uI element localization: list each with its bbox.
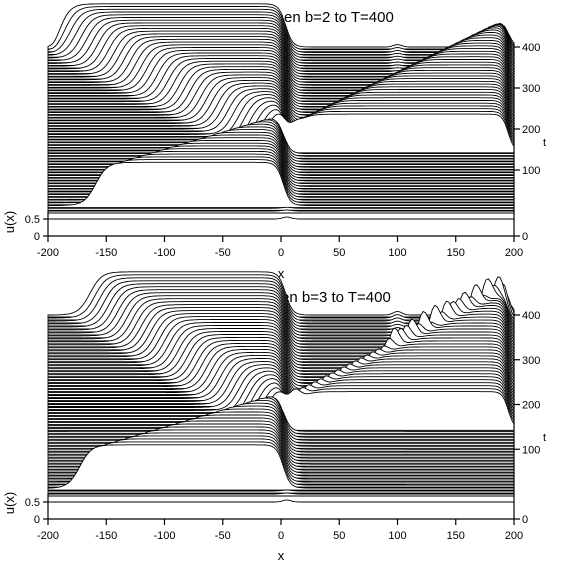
t-tick-label: 0: [522, 514, 528, 526]
x-tick-label: -150: [95, 247, 117, 259]
t-tick-label: 100: [522, 444, 540, 456]
x-tick-label: -50: [215, 247, 231, 259]
waterfall-panel-top: b=0 to T=150, then b=2 to T=400 -200 -150…: [2, 3, 546, 281]
x-tick-label: 0: [278, 530, 284, 542]
y-tick-label: 0.5: [25, 497, 40, 509]
x-tick-label: 200: [505, 530, 523, 542]
waterfall-curve: [47, 209, 515, 214]
axes: -200 -150 -100 -50 0 50 100 150 200 0 0.5 0 100 200 30…: [25, 310, 541, 542]
x-tick-label: -100: [153, 530, 175, 542]
x-axis-label: x: [278, 266, 285, 281]
t-tick-label: 300: [522, 355, 540, 367]
x-tick-label: 100: [388, 530, 406, 542]
y-tick-label: 0: [34, 514, 40, 526]
y-axis-label: u(x): [2, 492, 17, 514]
y-tick-label: 0.5: [25, 214, 40, 226]
t-tick-label: 200: [522, 400, 540, 412]
x-tick-label: 150: [447, 247, 465, 259]
waterfall-curve: [47, 492, 515, 497]
waterfall-curve: [47, 444, 515, 491]
x-tick-label: -100: [153, 247, 175, 259]
waterfall-curves: [47, 271, 515, 503]
t-tick-label: 200: [522, 124, 540, 136]
x-tick-label: 150: [447, 530, 465, 542]
x-tick-label: 50: [333, 530, 345, 542]
waterfall-curve: [47, 161, 515, 208]
axes: -200 -150 -100 -50 0 50 100 150 200 0 0.5 0 100 200 30…: [25, 42, 541, 259]
t-tick-label: 400: [522, 42, 540, 54]
waterfall-curve-initial: [48, 216, 514, 220]
y-axis-label: u(x): [2, 211, 17, 233]
t-tick-label: 300: [522, 83, 540, 95]
x-tick-label: -150: [95, 530, 117, 542]
x-tick-label: 100: [388, 247, 406, 259]
waterfall-curve-initial: [48, 499, 514, 503]
x-tick-label: 50: [333, 247, 345, 259]
t-axis-label: t: [543, 432, 546, 444]
x-axis-label: x: [278, 548, 285, 563]
waterfall-curve: [47, 489, 515, 494]
waterfall-curve: [47, 206, 515, 211]
t-tick-label: 400: [522, 310, 540, 322]
t-tick-label: 0: [522, 231, 528, 243]
t-tick-label: 100: [522, 165, 540, 177]
y-tick-label: 0: [34, 231, 40, 243]
t-axis-label: t: [543, 137, 546, 149]
x-tick-label: 200: [505, 247, 523, 259]
x-tick-label: -200: [37, 247, 59, 259]
x-tick-label: -200: [37, 530, 59, 542]
waterfall-curves: [47, 3, 515, 220]
x-tick-label: 0: [278, 247, 284, 259]
x-tick-label: -50: [215, 530, 231, 542]
waterfall-panel-bottom: b=0 to T=150, then b=3 to T=400 -200-150…: [2, 271, 546, 563]
